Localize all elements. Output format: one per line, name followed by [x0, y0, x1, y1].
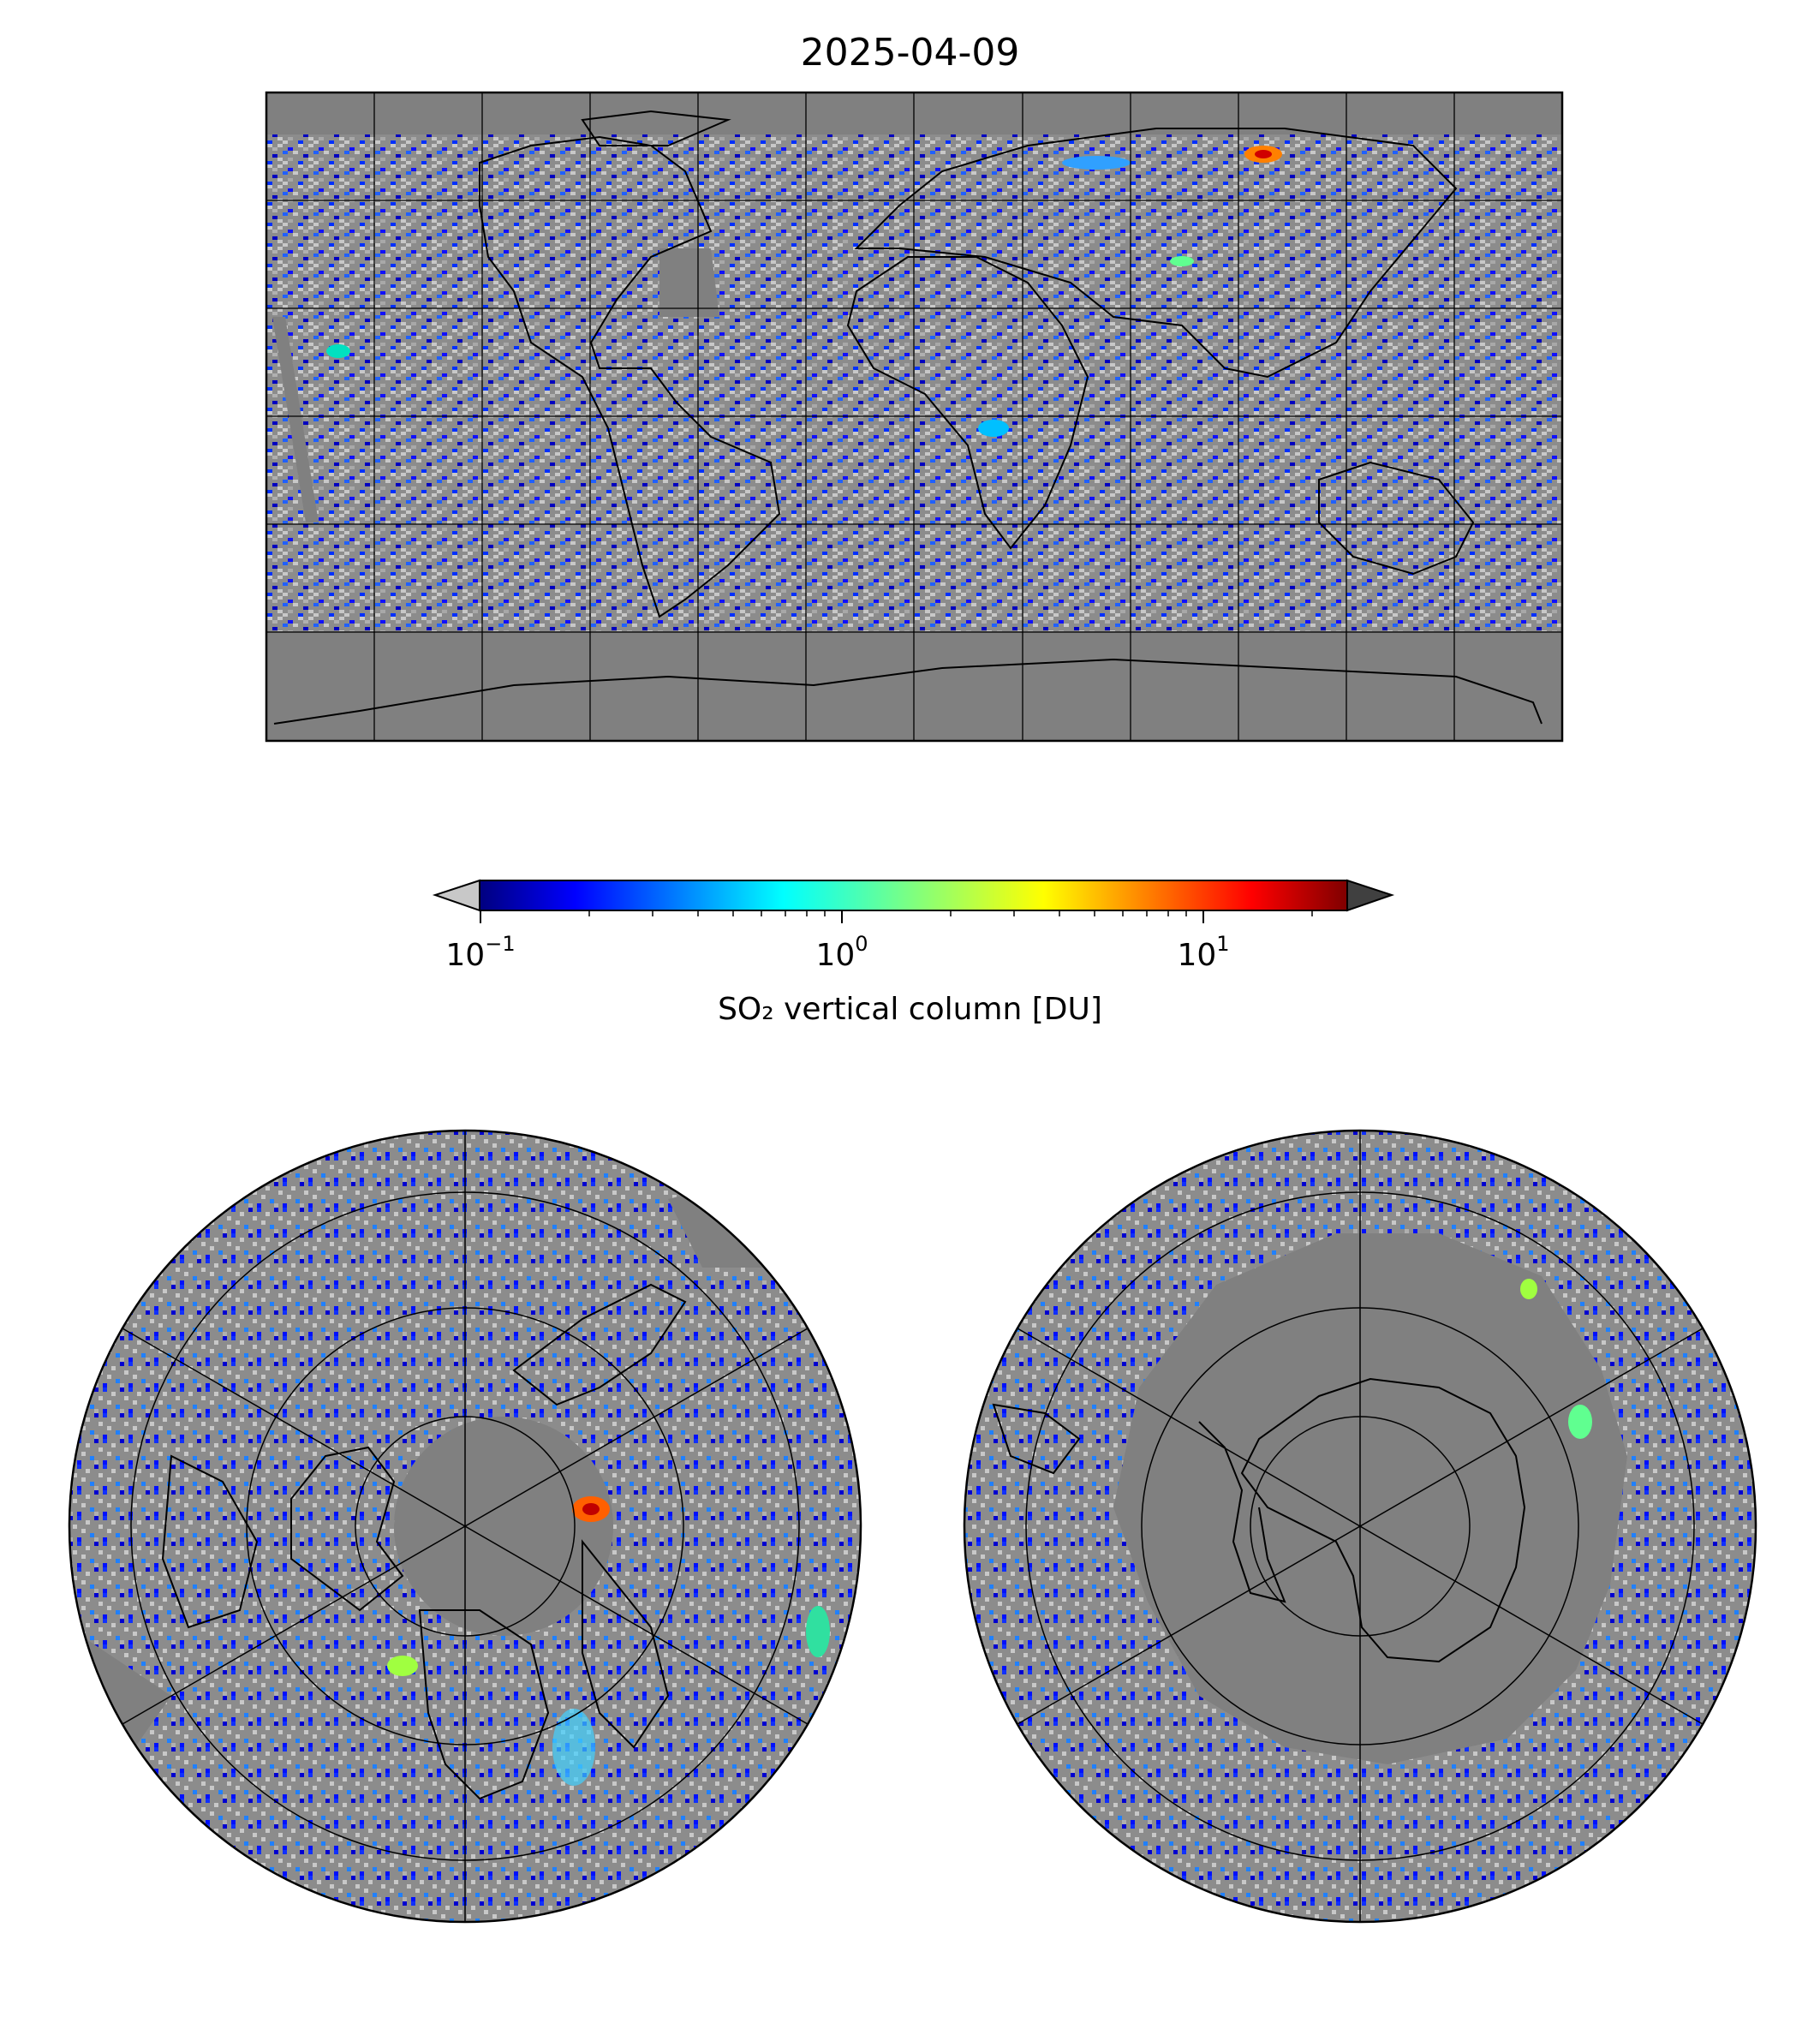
north-graticule	[122, 1131, 809, 1922]
north-coastlines	[161, 1283, 687, 1800]
so2-hotspot	[1255, 150, 1272, 158]
colorbar-ticks	[480, 910, 1204, 923]
swath-gap	[659, 248, 719, 317]
coastlines	[273, 110, 1543, 725]
so2-hotspot	[806, 1606, 830, 1657]
map-title: 2025-04-09	[800, 31, 1020, 75]
so2-hotspot	[552, 1709, 595, 1786]
swath-gap	[272, 317, 319, 522]
south-graticule	[1017, 1131, 1704, 1922]
colorbar-gradient	[480, 880, 1347, 910]
so2-hotspot	[978, 420, 1009, 437]
north-polar-map	[68, 1129, 862, 1924]
south-polar-map	[963, 1129, 1757, 1924]
so2-hotspot	[1568, 1405, 1592, 1439]
so2-hotspot	[326, 344, 350, 358]
so2-hotspot	[1170, 256, 1194, 266]
so2-hotspot	[582, 1503, 600, 1515]
colorbar-tick-label: 10−1	[445, 932, 516, 973]
north-map-frame	[68, 1129, 862, 1924]
colorbar-label: SO₂ vertical column [DU]	[718, 992, 1102, 1027]
south-coastlines	[992, 1377, 1526, 1663]
colorbar-under-extend	[432, 879, 480, 912]
global-map-frame	[265, 91, 1564, 743]
graticule	[266, 92, 1562, 741]
colorbar-tick-label: 100	[815, 932, 868, 973]
so2-hotspot	[1520, 1279, 1537, 1299]
colorbar-over-extend	[1346, 879, 1395, 912]
north-pole-gap	[394, 1417, 613, 1636]
colorbar	[432, 879, 1395, 923]
global-map	[265, 91, 1564, 743]
colorbar-frame	[479, 880, 1348, 911]
so2-hotspot	[387, 1656, 418, 1676]
so2-hotspot	[1062, 156, 1131, 170]
colorbar-minor-ticks	[588, 910, 1313, 916]
colorbar-tick-label: 101	[1177, 932, 1230, 973]
south-map-frame	[963, 1129, 1757, 1924]
south-no-data-region	[1113, 1233, 1627, 1764]
